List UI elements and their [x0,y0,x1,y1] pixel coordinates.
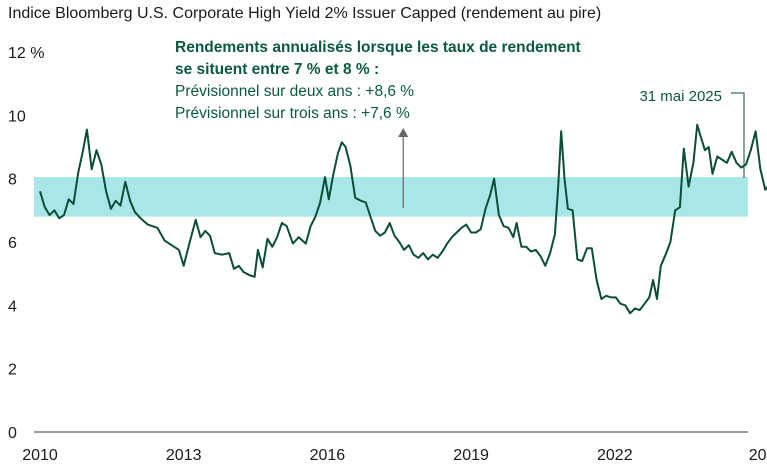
chart-title: Indice Bloomberg U.S. Corporate High Yie… [8,5,601,22]
x-tick-label: 2025 [749,447,767,464]
y-tick-label: 10 [8,108,26,125]
annotation-line: se situent entre 7 % et 8 % : [175,61,379,78]
x-tick-label: 2013 [166,447,202,464]
y-tick-label: 4 [8,298,17,315]
annotation-arrowhead-icon [398,128,409,137]
annotation: Rendements annualisés lorsque les taux d… [175,39,581,122]
annotation-line: Rendements annualisés lorsque les taux d… [175,39,581,56]
end-date-label: 31 mai 2025 [639,88,722,105]
annotation-line: Prévisionnel sur deux ans : +8,6 % [175,83,414,100]
y-tick-label: 8 [8,172,17,189]
x-tick-label: 2010 [22,447,58,464]
x-axis-ticks: 2010 2013 2016 2019 2022 2025 [22,447,767,464]
annotation-line: Prévisionnel sur trois ans : +7,6 % [175,105,410,122]
x-tick-label: 2019 [453,447,489,464]
x-tick-label: 2022 [597,447,633,464]
end-date-leader [731,92,745,178]
x-tick-label: 2016 [310,447,346,464]
series-line [39,123,767,315]
y-tick-label: 12 % [8,45,44,62]
y-tick-label: 2 [8,362,17,379]
y-axis-ticks: 0 2 4 6 8 10 12 % [8,45,44,442]
y-tick-label: 0 [8,425,17,442]
target-yield-band [34,177,748,217]
y-tick-label: 6 [8,235,17,252]
